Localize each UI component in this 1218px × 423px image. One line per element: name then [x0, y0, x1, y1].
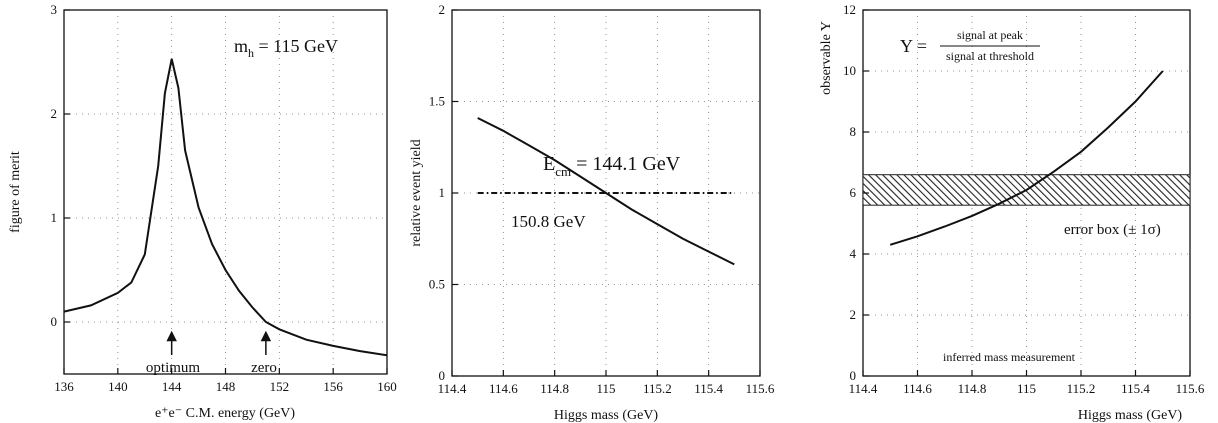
gridlines [452, 10, 760, 376]
x-tick-label: 114.4 [438, 381, 467, 396]
optimum-label: optimum [146, 360, 201, 376]
ticks: 114.4 114.6 114.8 115 115.2 115.4 115.6 0 2 4 6 8 10… [843, 2, 1205, 396]
mass-subscript: h [248, 46, 254, 60]
extras [166, 330, 272, 355]
x-tick-label: 114.6 [903, 381, 932, 396]
x-tick-label: 115.4 [694, 381, 723, 396]
y-tick-label: 2 [51, 106, 58, 121]
y-tick-label: 0 [51, 314, 58, 329]
x-tick-label: 114.4 [849, 381, 878, 396]
panel-observable-y: 114.4 114.6 114.8 115 115.2 115.4 115.6 0 2 4 6 8 10… [819, 2, 1205, 423]
y-tick-label: 10 [843, 63, 856, 78]
y-tick-label: 6 [850, 185, 857, 200]
ticks: 114.4 114.6 114.8 115 115.2 115.4 115.6 0 0.5 1 1.… [429, 2, 775, 396]
y-axis-label: figure of merit [8, 151, 23, 233]
x-tick-label: 156 [323, 379, 343, 394]
gev-150-label: 150.8 GeV [511, 212, 586, 231]
x-tick-label: 115.6 [1176, 381, 1205, 396]
ecm-value: = 144.1 GeV [571, 153, 681, 175]
marks [477, 117, 735, 266]
formula-denominator: signal at threshold [946, 49, 1034, 63]
y-tick-label: 3 [51, 2, 58, 17]
x-tick-label: 144 [162, 379, 182, 394]
x-tick-label: 114.8 [540, 381, 569, 396]
y-tick-label: 1 [51, 210, 58, 225]
x-tick-label: 115 [1017, 381, 1036, 396]
x-tick-label: 160 [377, 379, 397, 394]
x-tick-label: 115.2 [1067, 381, 1096, 396]
x-tick-label: 115.4 [1121, 381, 1150, 396]
marks [63, 58, 388, 357]
x-tick-label: 136 [54, 379, 74, 394]
formula-numerator: signal at peak [957, 28, 1023, 42]
y-tick-label: 2 [850, 307, 857, 322]
gridlines [64, 10, 387, 374]
y-tick-label: 12 [843, 2, 856, 17]
panel-relative-event-yield: 114.4 114.6 114.8 115 115.2 115.4 115.6 0 0.5 1 1.… [409, 2, 775, 423]
ecm-symbol: E [543, 153, 555, 175]
error-box-label: error box (± 1σ) [1064, 222, 1161, 238]
x-tick-label: 114.8 [958, 381, 987, 396]
y-tick-label: 0.5 [429, 277, 445, 292]
x-axis-label: Higgs mass (GeV) [554, 408, 659, 423]
y-tick-label: 2 [439, 2, 446, 17]
x-axis-label: e⁺e⁻ C.M. energy (GeV) [155, 406, 295, 421]
x-tick-label: 115.6 [746, 381, 775, 396]
x-tick-label: 115 [596, 381, 615, 396]
panel-figure-of-merit: 136 140 144 148 152 156 160 0 1 2 3 e⁺e⁻ C.M. ener… [8, 2, 397, 421]
zero-label: zero [251, 360, 277, 376]
marks [889, 70, 1164, 246]
x-tick-label: 152 [270, 379, 290, 394]
ecm-annotation: Ecm = 144.1 GeV [543, 153, 681, 179]
formula-lhs: Y = [900, 36, 927, 56]
mass-value: = 115 GeV [254, 36, 338, 56]
mass-annotation: mh = 115 GeV [234, 36, 338, 60]
inferred-mass-label: inferred mass measurement [943, 350, 1076, 364]
ticks: 136 140 144 148 152 156 160 0 1 2 3 [51, 2, 397, 394]
x-tick-label: 148 [216, 379, 236, 394]
y-tick-label: 1.5 [429, 94, 445, 109]
y-axis-label: relative event yield [409, 139, 424, 246]
y-tick-label: 0 [439, 368, 446, 383]
mass-symbol: m [234, 36, 248, 56]
y-tick-label: 8 [850, 124, 857, 139]
x-tick-label: 140 [108, 379, 128, 394]
x-axis-label: Higgs mass (GeV) [1078, 408, 1183, 423]
x-tick-label: 114.6 [489, 381, 518, 396]
y-tick-label: 4 [850, 246, 857, 261]
series-line-0 [477, 117, 735, 266]
y-tick-label: 0 [850, 368, 857, 383]
series-line-0 [63, 58, 388, 357]
y-tick-label: 1 [439, 185, 446, 200]
ecm-subscript: cm [555, 164, 571, 179]
x-tick-label: 115.2 [643, 381, 672, 396]
y-axis-label: observable Y [819, 21, 834, 95]
series-line-0 [889, 70, 1164, 246]
